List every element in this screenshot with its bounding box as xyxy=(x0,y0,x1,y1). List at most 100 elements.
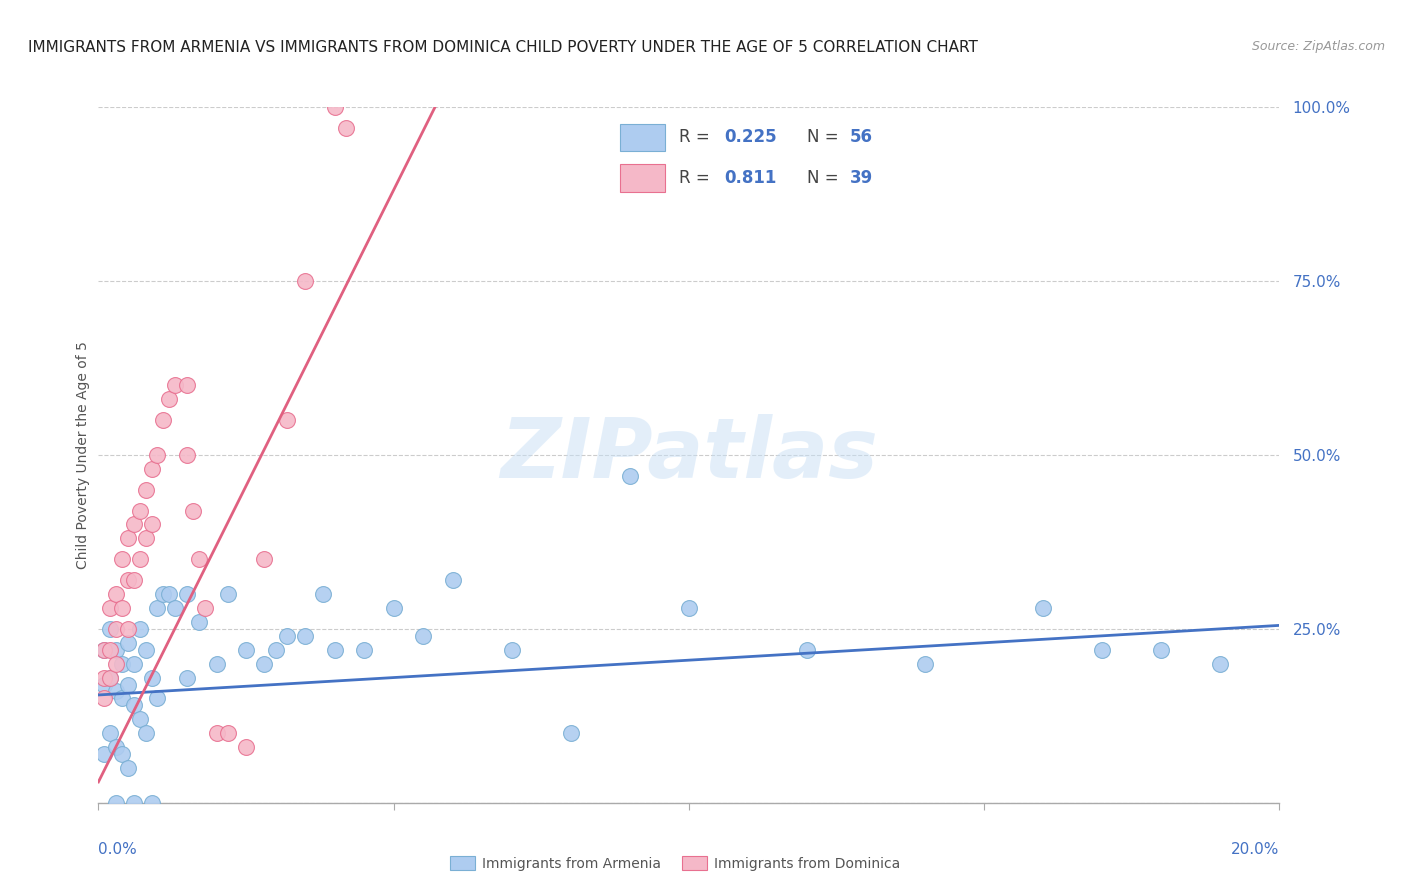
Point xyxy=(1209,657,1232,671)
Point xyxy=(141,462,163,476)
Point xyxy=(187,552,209,566)
Point xyxy=(235,740,257,755)
Point xyxy=(412,629,434,643)
Point xyxy=(264,642,287,657)
Point xyxy=(217,587,239,601)
Point xyxy=(128,712,150,726)
Point xyxy=(1091,642,1114,657)
Point xyxy=(217,726,239,740)
Point xyxy=(141,671,163,685)
Point xyxy=(560,726,582,740)
Text: 0.0%: 0.0% xyxy=(98,842,138,856)
Point xyxy=(105,740,128,755)
Point xyxy=(135,532,157,546)
Point xyxy=(441,573,464,587)
Point xyxy=(98,622,121,636)
Text: Source: ZipAtlas.com: Source: ZipAtlas.com xyxy=(1251,40,1385,54)
Point xyxy=(105,642,128,657)
Point xyxy=(117,677,139,691)
Point xyxy=(105,587,128,601)
Point xyxy=(152,587,174,601)
Point xyxy=(122,698,145,713)
Point xyxy=(111,657,134,671)
Point xyxy=(276,629,298,643)
Point xyxy=(111,747,134,761)
Point xyxy=(93,747,115,761)
Point xyxy=(98,671,121,685)
Point xyxy=(128,622,150,636)
Point xyxy=(165,378,187,392)
Point xyxy=(146,691,169,706)
Point xyxy=(176,671,198,685)
Legend: Immigrants from Armenia, Immigrants from Dominica: Immigrants from Armenia, Immigrants from… xyxy=(444,850,905,876)
Point xyxy=(117,532,139,546)
Point xyxy=(176,378,198,392)
Point xyxy=(353,642,375,657)
Point xyxy=(141,517,163,532)
Point xyxy=(187,615,209,629)
Text: 20.0%: 20.0% xyxy=(1232,842,1279,856)
Point xyxy=(914,657,936,671)
Point xyxy=(152,413,174,427)
Point xyxy=(141,796,163,810)
Point xyxy=(176,448,198,462)
Point xyxy=(93,691,115,706)
Point xyxy=(176,587,198,601)
Point xyxy=(122,796,145,810)
Point xyxy=(135,642,157,657)
Point xyxy=(382,601,405,615)
Point xyxy=(93,671,115,685)
Point xyxy=(276,413,298,427)
Point xyxy=(205,657,228,671)
Point xyxy=(312,587,335,601)
Point xyxy=(253,552,276,566)
Point xyxy=(93,642,115,657)
Point xyxy=(105,684,128,698)
Point xyxy=(98,726,121,740)
Point xyxy=(1032,601,1054,615)
Point xyxy=(294,274,316,288)
Text: ZIPatlas: ZIPatlas xyxy=(501,415,877,495)
Point xyxy=(122,573,145,587)
Point xyxy=(181,503,204,517)
Point xyxy=(111,691,134,706)
Point xyxy=(105,622,128,636)
Point xyxy=(117,573,139,587)
Point xyxy=(105,657,128,671)
Point xyxy=(135,483,157,497)
Point xyxy=(98,642,121,657)
Text: IMMIGRANTS FROM ARMENIA VS IMMIGRANTS FROM DOMINICA CHILD POVERTY UNDER THE AGE : IMMIGRANTS FROM ARMENIA VS IMMIGRANTS FR… xyxy=(28,40,979,55)
Point xyxy=(146,601,169,615)
Point xyxy=(1150,642,1173,657)
Point xyxy=(253,657,276,671)
Point xyxy=(93,677,115,691)
Point xyxy=(128,552,150,566)
Y-axis label: Child Poverty Under the Age of 5: Child Poverty Under the Age of 5 xyxy=(76,341,90,569)
Point xyxy=(678,601,700,615)
Point xyxy=(111,601,134,615)
Point xyxy=(117,761,139,775)
Point xyxy=(135,726,157,740)
Point xyxy=(98,601,121,615)
Point xyxy=(117,622,139,636)
Point xyxy=(111,552,134,566)
Point xyxy=(122,517,145,532)
Point xyxy=(335,120,357,135)
Point xyxy=(205,726,228,740)
Point xyxy=(128,503,150,517)
Point xyxy=(157,392,180,407)
Point xyxy=(501,642,523,657)
Point xyxy=(235,642,257,657)
Point xyxy=(165,601,187,615)
Point xyxy=(323,642,346,657)
Point xyxy=(796,642,818,657)
Point xyxy=(323,100,346,114)
Point xyxy=(122,657,145,671)
Point xyxy=(105,796,128,810)
Point xyxy=(194,601,217,615)
Point xyxy=(157,587,180,601)
Point xyxy=(619,468,641,483)
Point xyxy=(146,448,169,462)
Point xyxy=(294,629,316,643)
Point xyxy=(117,636,139,650)
